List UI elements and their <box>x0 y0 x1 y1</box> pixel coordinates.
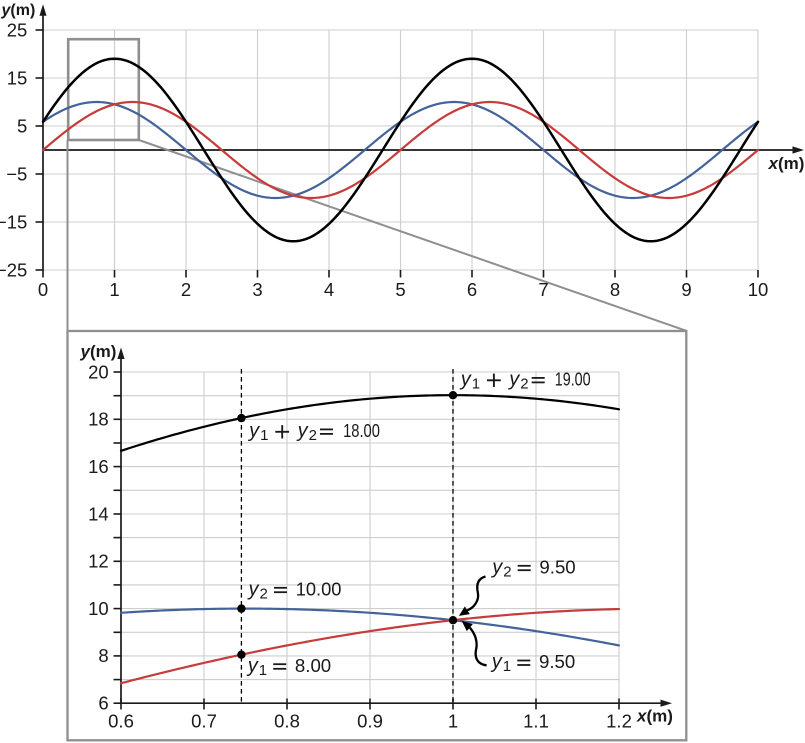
svg-text:25: 25 <box>7 19 28 40</box>
svg-text:2: 2 <box>260 586 268 603</box>
svg-text:7: 7 <box>538 279 548 300</box>
svg-text:2: 2 <box>309 427 317 444</box>
svg-text:20: 20 <box>88 361 109 382</box>
svg-text:−5: −5 <box>6 163 27 184</box>
svg-text:1: 1 <box>448 711 458 732</box>
svg-text:y: y <box>490 651 503 673</box>
svg-text:14: 14 <box>88 503 109 524</box>
svg-text:y(m): y(m) <box>1 2 36 19</box>
svg-text:0.6: 0.6 <box>108 711 134 732</box>
svg-text:1.1: 1.1 <box>523 711 549 732</box>
svg-text:9: 9 <box>681 279 691 300</box>
svg-text:2: 2 <box>181 279 191 300</box>
svg-text:y: y <box>296 420 309 442</box>
svg-text:1: 1 <box>109 279 119 300</box>
svg-text:1: 1 <box>503 658 511 675</box>
svg-text:9.50: 9.50 <box>539 651 575 672</box>
svg-text:10.00: 10.00 <box>296 578 342 599</box>
svg-text:2: 2 <box>520 376 528 393</box>
svg-text:19.00: 19.00 <box>555 369 591 390</box>
svg-text:y: y <box>459 369 472 391</box>
svg-text:5: 5 <box>395 279 405 300</box>
svg-text:16: 16 <box>88 456 109 477</box>
svg-text:y: y <box>247 578 260 600</box>
svg-text:3: 3 <box>252 279 262 300</box>
svg-text:1: 1 <box>260 427 268 444</box>
svg-text:0.9: 0.9 <box>357 711 383 732</box>
svg-text:6: 6 <box>467 279 477 300</box>
svg-text:1.2: 1.2 <box>606 711 632 732</box>
svg-text:10: 10 <box>748 279 769 300</box>
svg-text:18.00: 18.00 <box>343 420 380 441</box>
svg-text:4: 4 <box>324 279 334 300</box>
svg-text:y: y <box>507 369 520 391</box>
svg-text:0: 0 <box>38 279 48 300</box>
svg-text:2: 2 <box>503 564 511 581</box>
svg-text:8: 8 <box>98 645 108 666</box>
svg-text:y(m): y(m) <box>80 342 117 361</box>
svg-text:x(m): x(m) <box>768 154 805 173</box>
svg-text:10: 10 <box>88 598 109 619</box>
svg-text:1: 1 <box>259 662 267 679</box>
svg-text:8: 8 <box>610 279 620 300</box>
svg-text:−25: −25 <box>0 259 27 280</box>
svg-text:15: 15 <box>7 67 28 88</box>
svg-text:0.7: 0.7 <box>191 711 217 732</box>
svg-text:18: 18 <box>88 409 109 430</box>
svg-text:5: 5 <box>17 115 27 136</box>
svg-text:y: y <box>247 420 260 442</box>
svg-text:9.50: 9.50 <box>539 556 575 577</box>
svg-text:−15: −15 <box>0 211 27 232</box>
svg-text:y: y <box>490 556 503 578</box>
svg-text:8.00: 8.00 <box>295 655 331 676</box>
svg-text:x(m): x(m) <box>636 706 673 725</box>
svg-text:12: 12 <box>88 551 109 572</box>
svg-text:6: 6 <box>98 693 108 714</box>
svg-text:y: y <box>246 655 259 677</box>
svg-text:1: 1 <box>472 376 480 393</box>
svg-text:0.8: 0.8 <box>274 711 300 732</box>
